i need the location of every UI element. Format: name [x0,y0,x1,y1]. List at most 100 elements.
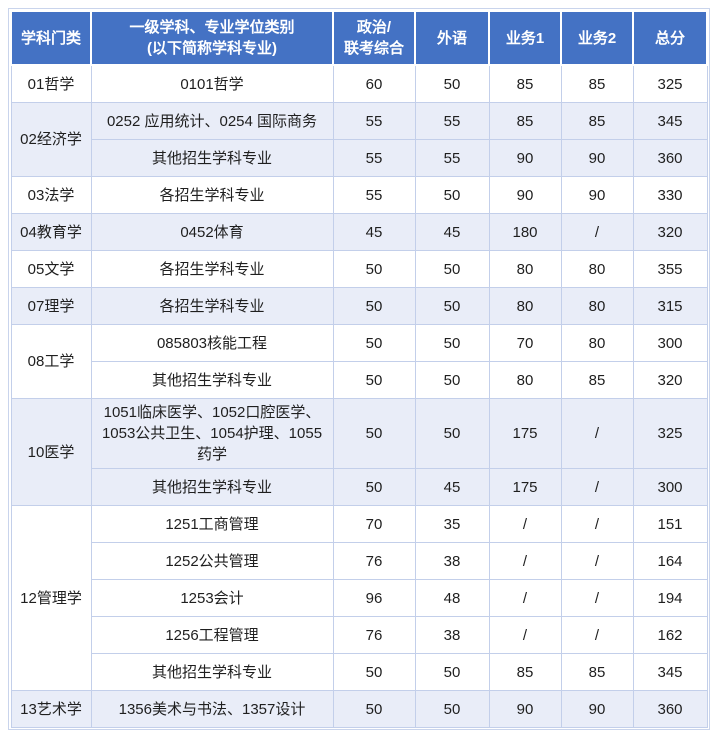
score-cell: 325 [632,398,708,469]
major-cell: 其他招生学科专业 [90,468,334,506]
score-cell: 320 [632,213,708,251]
score-cell: 45 [332,213,416,251]
table-row: 其他招生学科专业 55 55 90 90 360 [11,139,708,177]
category-cell: 13艺术学 [10,690,92,728]
major-cell: 1256工程管理 [90,616,334,654]
score-cell: 50 [332,398,416,469]
score-cell: 55 [332,176,416,214]
score-cell: 50 [414,398,490,469]
score-cell: 151 [632,505,708,543]
score-cell: 90 [488,690,562,728]
score-cell: / [560,542,634,580]
category-cell: 02经济学 [10,102,92,177]
table-row: 13艺术学 1356美术与书法、1357设计 50 50 90 90 360 [10,690,708,728]
score-cell: 85 [560,102,634,140]
score-cell: 70 [488,324,562,362]
score-cell: 50 [332,287,416,325]
score-cell: 35 [414,505,490,543]
score-cell: 45 [414,213,490,251]
score-cell: 320 [632,361,708,399]
score-cell: 50 [332,250,416,288]
score-cell: 50 [332,468,416,506]
score-cell: 70 [332,505,416,543]
score-cell: 55 [414,102,490,140]
major-cell: 各招生学科专业 [90,287,334,325]
category-cell: 04教育学 [10,213,92,251]
table-row: 03法学 各招生学科专业 55 50 90 90 330 [10,176,708,214]
major-cell: 其他招生学科专业 [90,361,334,399]
score-cell: 50 [414,324,490,362]
score-cell: 76 [332,542,416,580]
major-cell: 0252 应用统计、0254 国际商务 [90,102,334,140]
score-cell: 162 [632,616,708,654]
score-cell: 300 [632,468,708,506]
score-cell: 175 [488,398,562,469]
table-row: 07理学 各招生学科专业 50 50 80 80 315 [10,287,708,325]
major-cell: 0452体育 [90,213,334,251]
table-row: 10医学 1051临床医学、1052口腔医学、1053公共卫生、1054护理、10… [10,398,708,506]
page: 学科门类 一级学科、专业学位类别 (以下简称学科专业) 政治/联考综合 外语 业务1 业务2… [8,8,710,730]
score-cell: / [560,579,634,617]
score-cell: 300 [632,324,708,362]
score-cell: 50 [332,361,416,399]
column-header-5: 业务2 [560,10,634,66]
score-cell: / [560,616,634,654]
score-cell: 90 [560,176,634,214]
score-cell: 85 [560,64,634,103]
major-cell: 各招生学科专业 [90,176,334,214]
score-cell: / [488,616,562,654]
score-cell: / [488,505,562,543]
table-row: 01哲学 0101哲学 60 50 85 85 325 [10,64,708,103]
score-cell: / [488,542,562,580]
score-cell: 38 [414,616,490,654]
major-cell: 1253会计 [90,579,334,617]
score-cell: / [560,505,634,543]
category-cell: 08工学 [10,324,92,399]
table-row: 05文学 各招生学科专业 50 50 80 80 355 [10,250,708,288]
column-header-2: 政治/联考综合 [332,10,416,66]
major-cell: 0101哲学 [90,64,334,103]
score-table-frame: 学科门类 一级学科、专业学位类别 (以下简称学科专业) 政治/联考综合 外语 业务1 业务2… [8,8,710,730]
category-cell: 12管理学 [10,505,92,691]
score-cell: 360 [632,690,708,728]
score-cell: 85 [488,64,562,103]
score-cell: 45 [414,468,490,506]
major-cell: 其他招生学科专业 [90,653,334,691]
major-cell: 085803核能工程 [90,324,334,362]
score-cell: 355 [632,250,708,288]
table-row: 12管理学 1251工商管理 70 35//151 [10,505,708,691]
score-cell: 80 [560,324,634,362]
score-cell: 315 [632,287,708,325]
score-cell: 48 [414,579,490,617]
score-cell: 50 [414,361,490,399]
table-header: 学科门类 一级学科、专业学位类别 (以下简称学科专业) 政治/联考综合 外语 业务1 业务2… [10,10,708,66]
score-cell: 85 [560,361,634,399]
major-cell: 1051临床医学、1052口腔医学、1053公共卫生、1054护理、1055药学 [90,398,334,469]
column-header-3: 外语 [414,10,490,66]
score-cell: 55 [332,102,416,140]
score-cell: 50 [332,324,416,362]
major-cell: 1252公共管理 [90,542,334,580]
column-header-4: 业务1 [488,10,562,66]
score-cell: 80 [560,287,634,325]
table-row: 其他招生学科专业 50 50 80 85 320 [11,361,708,399]
score-cell: 55 [414,139,490,177]
table-row: 1256工程管理 76 38//162 [11,616,708,654]
score-cell: / [560,213,634,251]
table-row: 其他招生学科专业 50 45 175/300 [11,468,708,506]
major-cell: 1356美术与书法、1357设计 [90,690,334,728]
score-cell: 76 [332,616,416,654]
header-row: 学科门类 一级学科、专业学位类别 (以下简称学科专业) 政治/联考综合 外语 业务1 业务2… [10,10,708,66]
major-cell: 1251工商管理 [90,505,334,543]
score-cell: 50 [332,653,416,691]
score-cell: 85 [488,653,562,691]
category-cell: 05文学 [10,250,92,288]
score-cell: 80 [560,250,634,288]
table-row: 08工学 085803核能工程 50 50 70 80 300 [10,324,708,399]
major-cell: 各招生学科专业 [90,250,334,288]
score-cell: / [560,398,634,469]
category-cell: 01哲学 [10,64,92,103]
score-cell: / [560,468,634,506]
score-cell: 325 [632,64,708,103]
score-cell: 50 [414,64,490,103]
